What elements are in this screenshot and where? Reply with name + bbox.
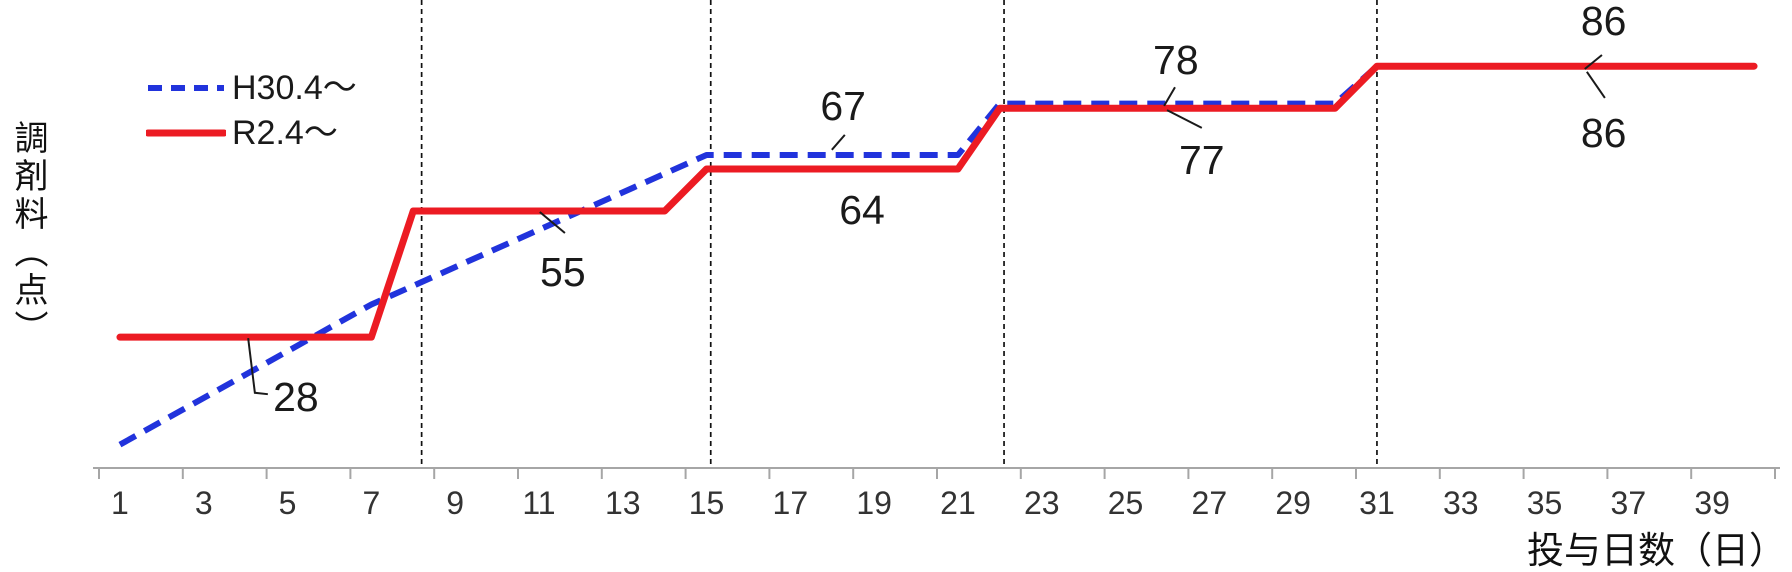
annotation-leader xyxy=(1163,86,1176,107)
legend-label-r2: R2.4～ xyxy=(232,114,338,152)
x-tick-label: 3 xyxy=(195,485,213,521)
x-tick-label: 25 xyxy=(1108,485,1144,521)
x-tick-label: 35 xyxy=(1527,485,1563,521)
x-tick-label: 17 xyxy=(773,485,809,521)
x-tick-label: 7 xyxy=(362,485,380,521)
annotation-value-label: 28 xyxy=(273,374,319,420)
x-tick-label: 19 xyxy=(856,485,892,521)
annotation-leader xyxy=(247,337,268,396)
legend-sample-dashed-line xyxy=(148,85,224,91)
x-tick-label: 23 xyxy=(1024,485,1060,521)
annotation-leader xyxy=(1166,109,1203,129)
x-tick-label: 31 xyxy=(1359,485,1395,521)
annotation-leader xyxy=(1586,71,1606,99)
annotation-leader xyxy=(1584,54,1603,70)
y-axis-title: 調剤料（点） xyxy=(9,120,47,348)
annotation-value-label: 78 xyxy=(1153,37,1199,83)
annotation-value-label: 77 xyxy=(1179,137,1225,183)
annotation-value-label: 67 xyxy=(820,83,866,129)
x-tick-label: 29 xyxy=(1275,485,1311,521)
x-tick-label: 33 xyxy=(1443,485,1479,521)
legend-sample-solid-line xyxy=(146,129,226,137)
x-tick-label: 9 xyxy=(446,485,464,521)
annotation-leader xyxy=(831,134,846,151)
x-tick-label: 21 xyxy=(940,485,976,521)
annotation-value-label: 55 xyxy=(540,249,586,295)
annotation-value-label: 64 xyxy=(839,187,885,233)
legend-label-h30: H30.4～ xyxy=(232,69,357,107)
legend-item-r2: R2.4～ xyxy=(146,115,357,151)
annotation-value-label: 86 xyxy=(1581,0,1627,44)
series-line-r2 xyxy=(116,62,1758,341)
x-tick-label: 11 xyxy=(522,485,555,521)
x-tick-label: 27 xyxy=(1192,485,1228,521)
x-tick-label: 1 xyxy=(111,485,129,521)
legend-item-h30: H30.4～ xyxy=(146,70,357,106)
series-line-h30 xyxy=(118,63,1755,448)
x-tick-label: 5 xyxy=(279,485,297,521)
annotation-leader xyxy=(539,211,566,234)
annotation-value-label: 86 xyxy=(1581,110,1627,156)
legend: H30.4～ R2.4～ xyxy=(146,70,357,151)
x-tick-label: 37 xyxy=(1611,485,1647,521)
x-tick-label: 39 xyxy=(1694,485,1730,521)
x-tick-label: 15 xyxy=(689,485,725,521)
x-axis-title: 投与日数（日） xyxy=(1527,530,1786,571)
x-tick-label: 13 xyxy=(605,485,641,521)
